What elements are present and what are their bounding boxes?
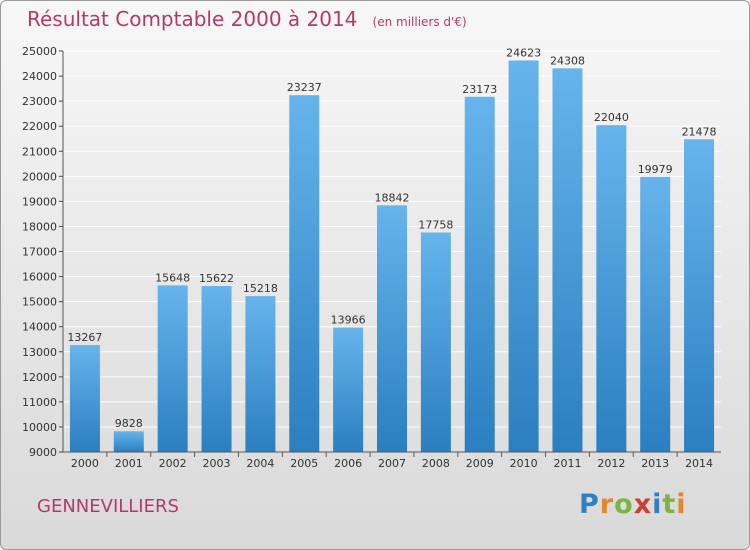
logo-letter: i <box>676 489 687 520</box>
chart-title-block: Résultat Comptable 2000 à 2014 (en milli… <box>27 7 467 31</box>
x-tick-label: 2006 <box>334 457 362 470</box>
logo-letter: o <box>614 489 634 520</box>
data-label: 15622 <box>199 272 234 285</box>
logo-letter: r <box>599 489 615 520</box>
x-tick-label: 2004 <box>246 457 274 470</box>
data-label: 19979 <box>638 163 673 176</box>
data-label: 13966 <box>331 314 366 327</box>
data-label: 9828 <box>115 417 143 430</box>
y-tick-label: 19000 <box>22 195 57 208</box>
y-tick-label: 24000 <box>22 70 57 83</box>
logo-letter: i <box>652 489 663 520</box>
x-tick-label: 2005 <box>290 457 318 470</box>
chart-subtitle: (en milliers d'€) <box>372 15 467 29</box>
logo-letter: P <box>579 489 600 520</box>
data-label: 22040 <box>594 111 629 124</box>
bar <box>420 232 451 452</box>
x-tick-label: 2003 <box>203 457 231 470</box>
x-tick-label: 2007 <box>378 457 406 470</box>
data-label: 23173 <box>462 83 497 96</box>
logo-letter: t <box>662 489 677 520</box>
x-tick-label: 2001 <box>115 457 143 470</box>
x-tick-label: 2010 <box>510 457 538 470</box>
data-label: 13267 <box>67 331 102 344</box>
data-label: 24623 <box>506 46 541 59</box>
proxiti-logo: Proxiti <box>579 489 687 520</box>
data-label: 21478 <box>682 125 717 138</box>
y-tick-label: 25000 <box>22 45 57 58</box>
x-tick-label: 2008 <box>422 457 450 470</box>
y-tick-label: 21000 <box>22 145 57 158</box>
bar <box>464 96 495 452</box>
bar <box>640 176 671 452</box>
bar <box>596 125 627 452</box>
bar <box>684 139 715 452</box>
data-label: 23237 <box>287 81 322 94</box>
chart-title: Résultat Comptable 2000 à 2014 <box>27 7 358 31</box>
x-tick-label: 2011 <box>553 457 581 470</box>
y-tick-label: 15000 <box>22 296 57 309</box>
bar <box>377 205 407 452</box>
bar <box>333 327 364 452</box>
x-tick-label: 2013 <box>641 457 669 470</box>
data-label: 17758 <box>418 219 453 232</box>
bar <box>201 286 232 452</box>
x-tick-label: 2002 <box>159 457 187 470</box>
y-tick-label: 17000 <box>22 246 57 259</box>
location-label: GENNEVILLIERS <box>37 496 179 517</box>
x-tick-label: 2000 <box>71 457 99 470</box>
bar <box>157 285 188 452</box>
bar <box>508 60 539 453</box>
x-tick-label: 2014 <box>685 457 713 470</box>
y-tick-label: 13000 <box>22 346 57 359</box>
y-tick-label: 20000 <box>22 170 57 183</box>
y-tick-label: 16000 <box>22 271 57 284</box>
y-tick-label: 22000 <box>22 120 57 133</box>
bar <box>113 431 144 452</box>
x-tick-label: 2009 <box>466 457 494 470</box>
y-tick-label: 11000 <box>22 396 57 409</box>
data-label: 15218 <box>243 282 278 295</box>
bar <box>552 68 583 452</box>
bar <box>245 296 276 452</box>
data-label: 15648 <box>155 271 190 284</box>
y-tick-label: 14000 <box>22 321 57 334</box>
logo-letter: x <box>633 489 653 520</box>
data-label: 24308 <box>550 54 585 67</box>
x-tick-label: 2012 <box>597 457 625 470</box>
y-tick-label: 23000 <box>22 95 57 108</box>
y-tick-label: 12000 <box>22 371 57 384</box>
y-tick-label: 9000 <box>29 446 57 459</box>
y-tick-label: 10000 <box>22 421 57 434</box>
bar <box>69 345 100 452</box>
data-label: 18842 <box>375 191 410 204</box>
bar <box>289 95 320 453</box>
y-tick-label: 18000 <box>22 220 57 233</box>
